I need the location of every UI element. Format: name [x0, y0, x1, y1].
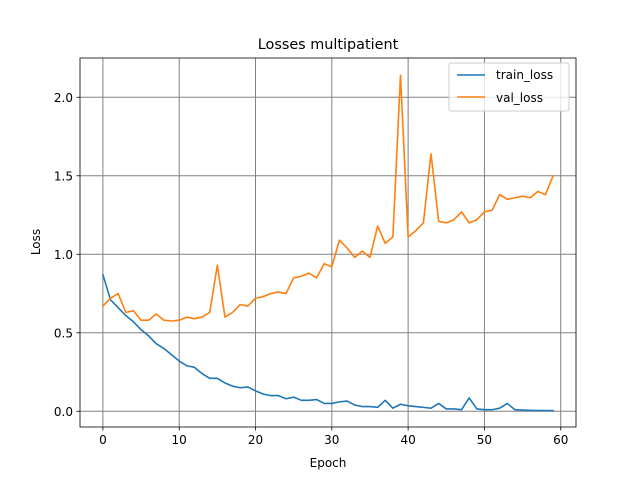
x-tick-label-0: 0	[99, 433, 107, 447]
y-tick-label-0: 0.0	[54, 405, 73, 419]
grid	[80, 58, 576, 427]
y-axis-label: Loss	[29, 229, 43, 255]
legend-label-train-loss: train_loss	[496, 68, 553, 82]
x-tick-label-60: 60	[553, 433, 568, 447]
x-tick-label-10: 10	[172, 433, 187, 447]
y-tick-label-1-5: 1.5	[54, 169, 73, 183]
legend: train_loss val_loss	[448, 62, 570, 112]
plot-frame	[79, 57, 577, 428]
x-tick-label-20: 20	[248, 433, 263, 447]
axis-ticks: 0 10 20 30 40 50 60 0.0 0.5 1.0 1.5 2.0	[54, 91, 568, 447]
y-tick-label-1: 1.0	[54, 248, 73, 262]
x-tick-label-40: 40	[400, 433, 415, 447]
series-line-val-loss	[101, 74, 555, 322]
plot-area	[80, 58, 576, 427]
chart-title: Losses multipatient	[258, 37, 399, 53]
series	[101, 74, 555, 412]
x-tick-label-50: 50	[477, 433, 492, 447]
x-axis-label: Epoch	[310, 456, 347, 470]
y-tick-label-0-5: 0.5	[54, 326, 73, 340]
y-tick-label-2: 2.0	[54, 91, 73, 105]
x-tick-label-30: 30	[324, 433, 339, 447]
legend-label-val-loss: val_loss	[496, 91, 543, 105]
series-line-train-loss	[101, 273, 554, 412]
